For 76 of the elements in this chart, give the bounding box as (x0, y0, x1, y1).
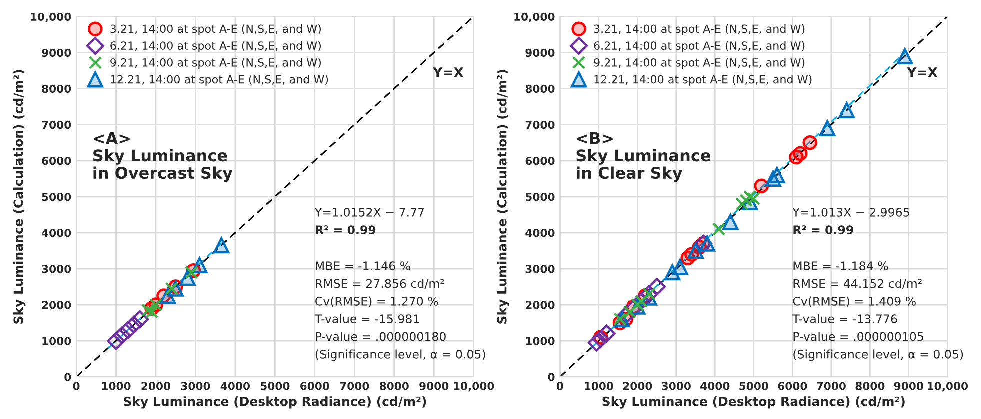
y-tick-label: 4000 (42, 229, 72, 238)
annotation: MBE = -1.146 % (316, 262, 410, 271)
y-tick-label: 8000 (526, 84, 555, 94)
x-tick-label: 10,000 (454, 382, 494, 392)
y-tick-label: 1000 (42, 337, 72, 346)
x-tick-label: 0 (556, 382, 564, 390)
y-tick-label: 1000 (526, 337, 555, 346)
x-tick-label: 5000 (740, 382, 768, 390)
annotation: <A> Sky Luminance in Overcast Sky (94, 132, 233, 182)
y-axis-title: Sky Luminance (Calculation) (cd/m²) (13, 70, 26, 324)
annotation: Y=1.0152X − 7.77 (314, 208, 424, 217)
annotation: (Significance level, α = 0.05) (794, 350, 964, 362)
y-tick-label: 0 (64, 373, 72, 382)
y-tick-label: 5000 (42, 193, 72, 202)
y-tick-label: 6000 (526, 156, 555, 166)
x-tick-label: 1000 (585, 382, 614, 390)
x-tick-label: 6000 (778, 382, 808, 390)
annotation: R² = 0.99 (316, 226, 376, 235)
legend-label: 3.21, 14:00 at spot A-E (N,S,E, and W) (110, 24, 321, 36)
y-tick-label: 2000 (526, 301, 555, 310)
y-tick-label: 7000 (42, 120, 72, 130)
annotation: <B> Sky Luminance in Clear Sky (576, 132, 710, 182)
annotation: T-value = -13.776 (792, 314, 898, 324)
x-tick-label: 2000 (142, 382, 171, 390)
annotation: RMSE = 27.856 cd/m² (316, 279, 444, 290)
x-tick-label: 5000 (260, 382, 290, 390)
y-tick-label: 10,000 (31, 12, 72, 22)
y-tick-label: 8000 (42, 84, 72, 94)
legend-label: 9.21, 14:00 at spot A-E (N,S,E, and W) (594, 58, 805, 70)
legend-label: 9.21, 14:00 at spot A-E (N,S,E, and W) (110, 58, 321, 70)
annotation: RMSE = 44.152 cd/m² (794, 279, 922, 290)
legend-label: 6.21, 14:00 at spot A-E (N,S,E, and W) (110, 41, 321, 52)
x-tick-label: 9000 (420, 382, 449, 390)
x-tick-label: 3000 (181, 382, 210, 390)
y-tick-label: 6000 (42, 156, 72, 166)
annotation: Y=1.013X − 2.9965 (792, 208, 910, 217)
y-tick-label: 9000 (526, 48, 555, 58)
annotation: R² = 0.99 (794, 226, 854, 235)
y-tick-label: 2000 (42, 301, 72, 310)
y-tick-label: 9000 (42, 48, 72, 58)
x-tick-label: 8000 (380, 382, 409, 390)
x-tick-label: 7000 (340, 382, 370, 390)
y-tick-label: 5000 (526, 193, 555, 202)
x-tick-label: 9000 (894, 382, 924, 390)
x-tick-label: 2000 (623, 382, 652, 390)
annotation: Y=X (432, 68, 464, 78)
legend-label: 12.21, 14:00 at spot A-E (N,S,E, and W) (111, 75, 328, 86)
x-tick-label: 4000 (700, 382, 730, 390)
annotation: (Significance level, α = 0.05) (316, 350, 486, 362)
x-tick-label: 4000 (220, 382, 250, 390)
annotation: T-value = -15.981 (314, 314, 420, 324)
y-tick-label: 7000 (526, 120, 555, 130)
legend-label: 6.21, 14:00 at spot A-E (N,S,E, and W) (594, 41, 805, 52)
y-tick-label: 0 (548, 373, 555, 382)
x-tick-label: 3000 (662, 382, 691, 390)
x-tick-label: 8000 (856, 382, 885, 390)
annotation: P-value = .000000180 (316, 332, 446, 342)
annotation: Cv(RMSE) = 1.409 % (793, 296, 916, 308)
x-axis-title: Sky Luminance (Desktop Radiance) (cd/m²) (602, 396, 905, 409)
y-tick-label: 3000 (526, 265, 555, 274)
annotation: Cv(RMSE) = 1.270 % (316, 296, 438, 308)
x-axis-title: Sky Luminance (Desktop Radiance) (cd/m²) (124, 396, 426, 409)
annotation: Y=X (907, 68, 938, 78)
y-tick-label: 4000 (526, 229, 555, 238)
legend-label: 3.21, 14:00 at spot A-E (N,S,E, and W) (594, 24, 805, 36)
x-tick-label: 6000 (300, 382, 330, 390)
annotation: P-value = .000000105 (794, 332, 924, 342)
x-tick-label: 10,000 (928, 382, 968, 392)
x-tick-label: 1000 (102, 382, 131, 390)
x-tick-label: 0 (73, 382, 80, 390)
legend-label: 12.21, 14:00 at spot A-E (N,S,E, and W) (594, 75, 812, 86)
x-tick-label: 7000 (817, 382, 846, 390)
annotation: MBE = -1.184 % (794, 262, 888, 271)
y-tick-label: 10,000 (514, 12, 555, 22)
y-axis-title: Sky Luminance (Calculation) (cd/m²) (497, 70, 510, 324)
y-tick-label: 3000 (42, 265, 72, 274)
